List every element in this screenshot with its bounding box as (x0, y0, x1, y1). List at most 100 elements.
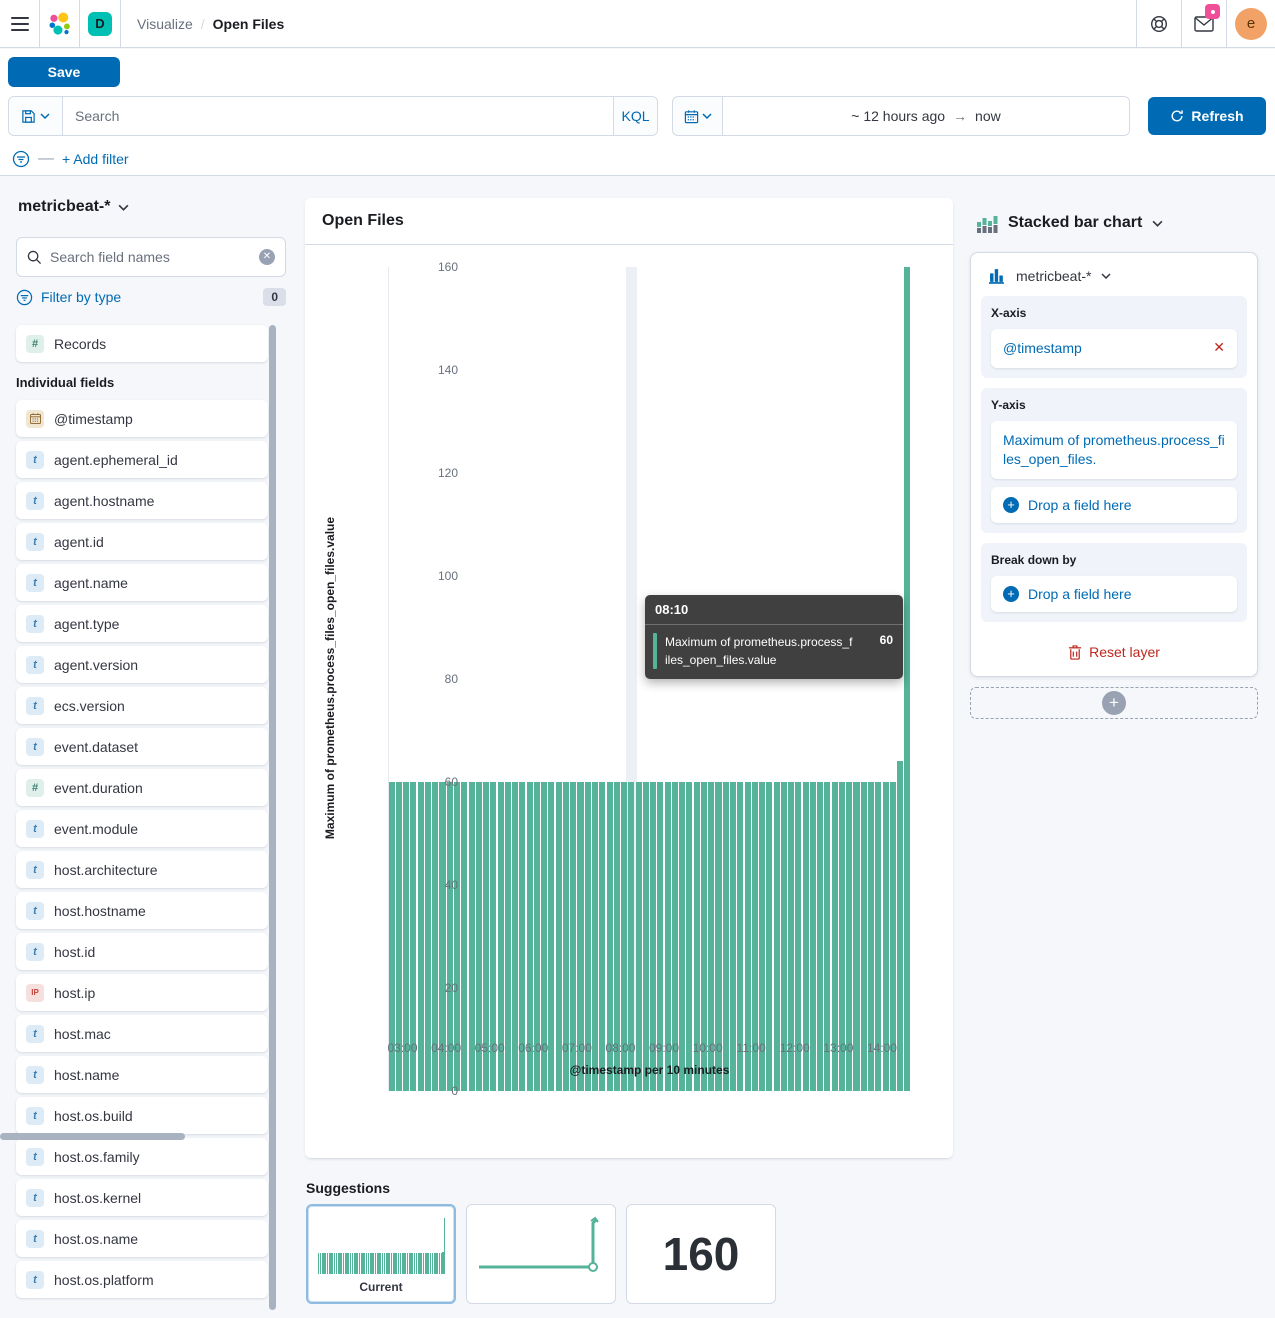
bar[interactable] (759, 782, 766, 1091)
field-item-host-os-name[interactable]: t host.os.name (16, 1220, 268, 1257)
field-item-host-mac[interactable]: t host.mac (16, 1015, 268, 1052)
index-pattern-switcher[interactable]: metricbeat-* (0, 176, 296, 216)
bar[interactable] (809, 782, 816, 1091)
bar[interactable] (439, 782, 446, 1091)
bar[interactable] (795, 782, 802, 1091)
add-filter-button[interactable]: + Add filter (62, 151, 129, 167)
bar[interactable] (621, 782, 628, 1091)
suggestion-line-chart[interactable] (466, 1204, 616, 1304)
bar[interactable] (526, 782, 533, 1091)
bar[interactable] (591, 782, 599, 1091)
saved-query-menu-button[interactable] (9, 97, 63, 135)
bar[interactable] (417, 782, 424, 1091)
bar[interactable] (817, 782, 824, 1091)
y-axis-field-label[interactable]: Maximum of prometheus.process_files_open… (1003, 432, 1225, 467)
bar[interactable] (519, 782, 526, 1091)
bar[interactable] (686, 782, 693, 1091)
field-item-host-os-family[interactable]: t host.os.family (16, 1138, 268, 1175)
bar[interactable] (584, 782, 591, 1091)
bar[interactable] (628, 782, 635, 1091)
bar-chart-plot[interactable] (388, 267, 948, 1091)
bar[interactable] (650, 782, 657, 1091)
field-item-agent-version[interactable]: t agent.version (16, 646, 268, 683)
field-item-agent-type[interactable]: t agent.type (16, 605, 268, 642)
x-axis-dimension[interactable]: @timestamp ✕ (991, 329, 1237, 368)
bar[interactable] (722, 782, 729, 1091)
bar[interactable] (715, 782, 722, 1091)
bar[interactable] (831, 782, 838, 1091)
bar[interactable] (424, 782, 431, 1091)
bar[interactable] (889, 782, 896, 1091)
bar[interactable] (824, 782, 831, 1091)
chart-type-switcher[interactable]: Stacked bar chart (970, 198, 1258, 234)
bar[interactable] (548, 782, 555, 1091)
refresh-button[interactable]: Refresh (1148, 97, 1266, 135)
bar[interactable] (555, 782, 562, 1091)
bar[interactable] (780, 782, 787, 1091)
field-item-host-os-build[interactable]: t host.os.build (16, 1097, 268, 1134)
add-layer-button[interactable]: + (970, 687, 1258, 719)
bar[interactable] (860, 782, 867, 1091)
search-input[interactable] (63, 97, 613, 135)
bar[interactable] (432, 782, 439, 1091)
bar[interactable] (664, 782, 671, 1091)
bar[interactable] (577, 782, 584, 1091)
field-item--timestamp[interactable]: @timestamp (16, 400, 268, 437)
bar[interactable] (773, 782, 780, 1091)
help-button[interactable] (1137, 0, 1181, 47)
field-item-event-module[interactable]: t event.module (16, 810, 268, 847)
field-item-event-duration[interactable]: # event.duration (16, 769, 268, 806)
time-from[interactable]: ~ 12 hours ago (851, 108, 946, 124)
bar[interactable] (679, 782, 686, 1091)
y-axis-dimension[interactable]: Maximum of prometheus.process_files_open… (991, 421, 1237, 479)
bar[interactable] (897, 761, 904, 1091)
bar[interactable] (642, 782, 649, 1091)
horizontal-scrollbar[interactable] (0, 1133, 185, 1140)
bar[interactable] (730, 782, 737, 1091)
bar[interactable] (541, 782, 548, 1091)
bar[interactable] (766, 782, 773, 1091)
bar[interactable] (446, 782, 453, 1091)
filter-by-type-button[interactable]: Filter by type 0 (16, 288, 286, 306)
suggestion-metric[interactable]: 160 (626, 1204, 776, 1304)
bar[interactable] (490, 782, 497, 1091)
bar[interactable] (737, 782, 744, 1091)
x-axis-field-label[interactable]: @timestamp (1003, 340, 1082, 356)
bar[interactable] (846, 782, 853, 1091)
newsfeed-button[interactable] (1182, 0, 1226, 47)
bar[interactable] (512, 782, 519, 1091)
bar[interactable] (475, 782, 482, 1091)
bar[interactable] (693, 782, 700, 1091)
time-range-button[interactable]: ~ 12 hours ago → now (723, 97, 1129, 135)
bar[interactable] (657, 782, 664, 1091)
bar[interactable] (453, 782, 461, 1091)
filter-icon[interactable] (12, 150, 30, 168)
layer-index-pattern-button[interactable]: metricbeat-* (981, 265, 1247, 296)
bar[interactable] (562, 782, 569, 1091)
field-item-host-name[interactable]: t host.name (16, 1056, 268, 1093)
space-selector[interactable]: D (80, 0, 120, 47)
bar[interactable] (671, 782, 678, 1091)
field-item-agent-ephemeral_id[interactable]: t agent.ephemeral_id (16, 441, 268, 478)
field-item-event-dataset[interactable]: t event.dataset (16, 728, 268, 765)
bar[interactable] (700, 782, 707, 1091)
bar[interactable] (461, 782, 468, 1091)
field-item-agent-hostname[interactable]: t agent.hostname (16, 482, 268, 519)
bar[interactable] (497, 782, 504, 1091)
bar[interactable] (882, 782, 889, 1091)
field-item-host-id[interactable]: t host.id (16, 933, 268, 970)
field-item-agent-name[interactable]: t agent.name (16, 564, 268, 601)
field-item-host-architecture[interactable]: t host.architecture (16, 851, 268, 888)
elastic-home-button[interactable] (40, 0, 79, 47)
field-search-input[interactable] (50, 249, 251, 265)
field-item-ecs-version[interactable]: t ecs.version (16, 687, 268, 724)
bar[interactable] (751, 782, 758, 1091)
field-item-host-os-kernel[interactable]: t host.os.kernel (16, 1179, 268, 1216)
field-item-host-ip[interactable]: IP host.ip (16, 974, 268, 1011)
vertical-scrollbar[interactable] (269, 325, 276, 1310)
bar[interactable] (504, 782, 511, 1091)
bar[interactable] (483, 782, 490, 1091)
bar[interactable] (904, 267, 911, 1091)
time-to[interactable]: now (975, 108, 1001, 124)
date-quick-menu-button[interactable] (673, 97, 723, 135)
